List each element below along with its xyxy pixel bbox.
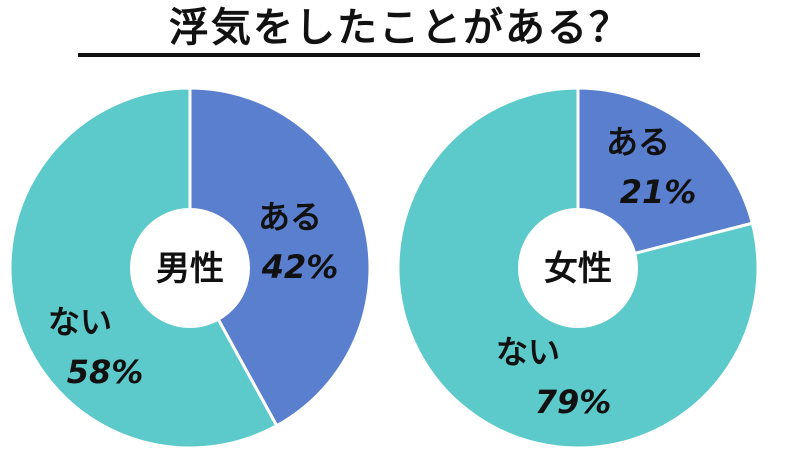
slice-percent-no: 58%	[67, 353, 144, 391]
donut-hole	[130, 208, 250, 328]
slice-percent-yes: 42%	[261, 248, 339, 286]
slice-label-yes: ある	[606, 123, 670, 161]
pie-slice-yes	[576, 86, 755, 270]
donut-chart-2: 女性 ある 21% ない 79%	[396, 86, 760, 450]
center-label: 女性	[544, 249, 612, 289]
slice-label-yes: ある	[258, 198, 322, 236]
chart-title: 浮気をしたことがある？	[169, 5, 631, 51]
donut-hole	[518, 208, 638, 328]
pie-slice-yes	[188, 86, 372, 428]
slice-label-no: ない	[48, 303, 112, 341]
pie-slice-no	[396, 86, 760, 450]
center-label: 男性	[156, 249, 224, 289]
slice-percent-no: 79%	[535, 383, 612, 421]
slice-percent-yes: 21%	[620, 173, 697, 211]
title-underline	[78, 53, 700, 57]
slice-label-no: ない	[496, 333, 560, 371]
